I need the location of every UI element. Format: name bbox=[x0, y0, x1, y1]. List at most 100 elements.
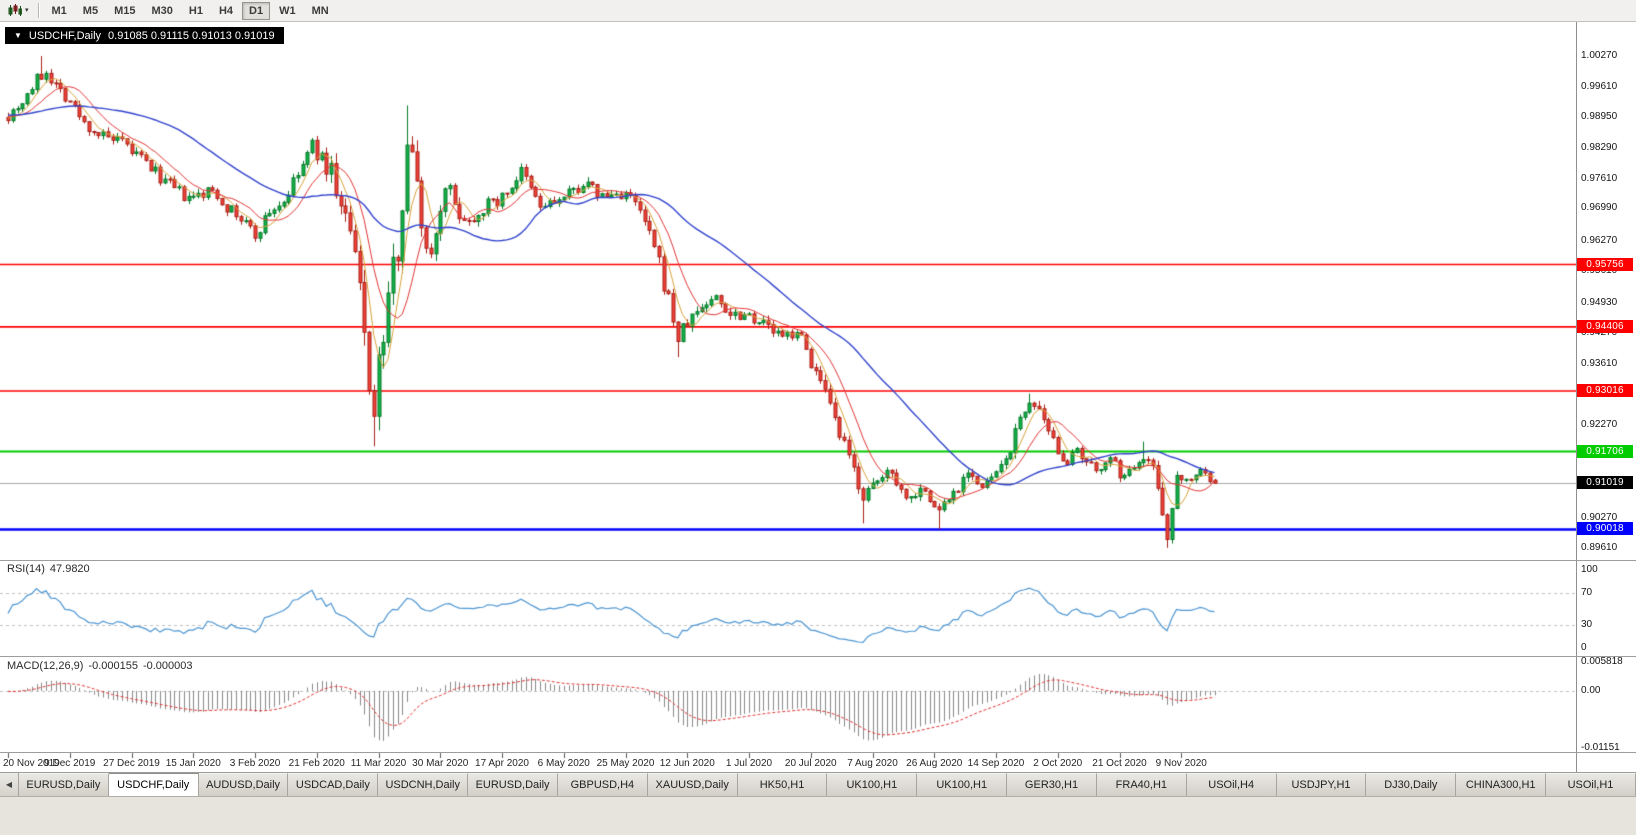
rsi-axis-label: 70 bbox=[1581, 587, 1593, 599]
chart-tab-china300-h1[interactable]: CHINA300,H1 bbox=[1456, 773, 1547, 796]
timeframe-button-m15[interactable]: M15 bbox=[107, 2, 142, 20]
chart-tab-fra40-h1[interactable]: FRA40,H1 bbox=[1096, 773, 1187, 796]
rsi-axis-label: 0 bbox=[1581, 642, 1587, 653]
chart-tab-xauusd-daily[interactable]: XAUUSD,Daily bbox=[647, 773, 738, 796]
time-axis-label: 21 Feb 2020 bbox=[288, 758, 345, 769]
price-axis[interactable]: 1.00270 0.99610 0.98950 0.98290 0.97610 0.969… bbox=[1577, 22, 1636, 772]
price-axis-border bbox=[1576, 22, 1577, 772]
level-price-badge: 0.91706 bbox=[1577, 444, 1633, 458]
chart-tab-eurusd-daily[interactable]: EURUSD,Daily bbox=[19, 773, 109, 796]
price-axis-label: 0.90270 bbox=[1581, 511, 1618, 523]
timeframe-button-d1[interactable]: D1 bbox=[242, 1, 271, 20]
time-axis-label: 17 Apr 2020 bbox=[475, 758, 529, 769]
timeframe-button-mn[interactable]: MN bbox=[305, 2, 336, 20]
time-axis-label: 1 Jul 2020 bbox=[725, 758, 773, 769]
timeframe-button-m5[interactable]: M5 bbox=[76, 2, 105, 20]
macd-main-value: -0.000155 bbox=[88, 660, 138, 672]
pane-separator[interactable] bbox=[0, 656, 1636, 657]
price-axis-label: 0.97610 bbox=[1581, 172, 1618, 184]
price-axis-label: 0.95610 bbox=[1581, 265, 1618, 277]
chart-title-ohlc: 0.91085 0.91115 0.91013 0.91019 bbox=[108, 29, 275, 42]
timeframe-button-h1[interactable]: H1 bbox=[182, 2, 210, 20]
time-axis-label: 25 May 2020 bbox=[596, 758, 655, 769]
price-axis-label: 0.89610 bbox=[1581, 542, 1618, 554]
time-axis-label: 21 Oct 2020 bbox=[1092, 758, 1147, 769]
chart-window: 1.00270 0.99610 0.98950 0.98290 0.97610 0.969… bbox=[0, 22, 1636, 772]
time-axis-label: 26 Aug 2020 bbox=[906, 758, 963, 769]
timeframe-button-h4[interactable]: H4 bbox=[212, 2, 240, 20]
chart-tab-uk100-h1[interactable]: UK100,H1 bbox=[917, 773, 1008, 796]
chart-tab-hk50-h1[interactable]: HK50,H1 bbox=[737, 773, 828, 796]
chart-tab-usoil-h4[interactable]: USOil,H4 bbox=[1186, 773, 1277, 796]
time-axis-separator bbox=[0, 752, 1636, 753]
time-axis-label: 6 May 2020 bbox=[537, 758, 590, 769]
price-chart-canvas[interactable] bbox=[0, 22, 1577, 772]
time-axis-label: 9 Nov 2020 bbox=[1155, 758, 1207, 769]
chart-title-symbol: USDCHF,Daily bbox=[28, 29, 102, 42]
top-toolbar: ▾ M1 M5 M15 M30 H1 H4 D1 W1 MN bbox=[0, 0, 1636, 22]
macd-pane-label: MACD(12,26,9) -0.000155 -0.000003 bbox=[7, 660, 198, 672]
chart-tab-dj30-daily[interactable]: DJ30,Daily bbox=[1366, 773, 1457, 796]
rsi-indicator-name: RSI(14) bbox=[7, 563, 45, 575]
chart-tab-usdchf-daily[interactable]: USDCHF,Daily bbox=[108, 773, 199, 796]
time-axis-label: 20 Jul 2020 bbox=[784, 758, 837, 769]
time-axis-label: 2 Oct 2020 bbox=[1033, 758, 1083, 769]
chart-tab-usoil-h1[interactable]: USOil,H1 bbox=[1546, 773, 1636, 796]
time-axis-label: 12 Jun 2020 bbox=[659, 758, 715, 769]
rsi-indicator-value: 47.9820 bbox=[49, 563, 90, 575]
time-axis-label: 7 Aug 2020 bbox=[847, 758, 898, 769]
chart-tab-usdjpy-h1[interactable]: USDJPY,H1 bbox=[1276, 773, 1367, 796]
macd-axis-label: -0.01151 bbox=[1581, 742, 1620, 753]
timeframe-button-m1[interactable]: M1 bbox=[45, 2, 74, 20]
time-axis-label: 27 Dec 2019 bbox=[103, 758, 160, 769]
time-axis-label: 3 Feb 2020 bbox=[229, 758, 281, 769]
timeframe-button-m30[interactable]: M30 bbox=[144, 2, 179, 20]
chart-tab-gbpusd-h4[interactable]: GBPUSD,H4 bbox=[557, 773, 648, 796]
price-axis-label: 0.93610 bbox=[1581, 357, 1618, 369]
time-axis-label: 15 Jan 2020 bbox=[165, 758, 221, 769]
price-axis-label: 0.96990 bbox=[1581, 201, 1618, 213]
bottom-bar: ◀ EURUSD,Daily USDCHF,Daily AUDUSD,Daily US… bbox=[0, 772, 1636, 835]
rsi-axis-label: 30 bbox=[1581, 618, 1593, 630]
chevron-down-icon: ▾ bbox=[25, 6, 29, 14]
current-price-badge: 0.91019 bbox=[1577, 476, 1633, 490]
candlestick-chart-icon bbox=[8, 4, 22, 16]
time-axis-label: 11 Mar 2020 bbox=[350, 758, 407, 769]
level-price-badge: 0.90018 bbox=[1577, 522, 1633, 536]
chart-title[interactable]: ▼ USDCHF,Daily 0.91085 0.91115 0.91013 0… bbox=[5, 27, 284, 44]
chart-tab-ger30-h1[interactable]: GER30,H1 bbox=[1007, 773, 1097, 796]
rsi-pane-label: RSI(14) 47.9820 bbox=[7, 563, 95, 575]
timeframe-button-w1[interactable]: W1 bbox=[272, 2, 303, 20]
price-axis-label: 0.98950 bbox=[1581, 111, 1618, 123]
pane-separator[interactable] bbox=[0, 560, 1636, 561]
price-axis-label: 0.94930 bbox=[1581, 296, 1618, 308]
macd-indicator-name: MACD(12,26,9) bbox=[7, 660, 84, 672]
level-price-badge: 0.95756 bbox=[1577, 257, 1633, 271]
level-price-badge: 0.94406 bbox=[1577, 319, 1633, 333]
tab-scroll-left-icon[interactable]: ◀ bbox=[0, 773, 19, 796]
chart-tab-eurusd-daily[interactable]: EURUSD,Daily bbox=[468, 773, 558, 796]
chart-tab-bar: ◀ EURUSD,Daily USDCHF,Daily AUDUSD,Daily US… bbox=[0, 773, 1636, 797]
price-axis-label: 0.99610 bbox=[1581, 80, 1618, 92]
rsi-axis-label: 100 bbox=[1581, 564, 1598, 575]
price-axis-label: 0.98290 bbox=[1581, 141, 1618, 153]
chart-tab-usdcad-daily[interactable]: USDCAD,Daily bbox=[288, 773, 379, 796]
level-price-badge: 0.93016 bbox=[1577, 384, 1633, 398]
time-axis-label: 20 Nov 2019 bbox=[3, 758, 60, 769]
time-axis-label: 30 Mar 2020 bbox=[412, 758, 469, 769]
price-axis-label: 0.96270 bbox=[1581, 234, 1618, 246]
timeframe-toolbar: M1 M5 M15 M30 H1 H4 D1 W1 MN bbox=[45, 1, 336, 20]
chart-dropdown-icon: ▼ bbox=[14, 31, 22, 40]
macd-signal-value: -0.000003 bbox=[142, 660, 193, 672]
price-axis-label: 1.00270 bbox=[1581, 50, 1618, 62]
macd-axis-label: 0.005818 bbox=[1581, 656, 1623, 667]
time-axis-label: 9 Dec 2019 bbox=[44, 758, 96, 769]
chart-tab-audusd-daily[interactable]: AUDUSD,Daily bbox=[198, 773, 289, 796]
time-axis-label: 14 Sep 2020 bbox=[967, 758, 1025, 769]
price-axis-label: 0.92270 bbox=[1581, 419, 1618, 431]
chart-tab-uk100-h1[interactable]: UK100,H1 bbox=[827, 773, 918, 796]
macd-axis-label: 0.00 bbox=[1581, 684, 1601, 696]
chart-tab-usdcnh-daily[interactable]: USDCNH,Daily bbox=[378, 773, 469, 796]
toolbar-separator bbox=[37, 3, 40, 18]
chart-type-dropdown[interactable]: ▾ bbox=[4, 3, 33, 18]
